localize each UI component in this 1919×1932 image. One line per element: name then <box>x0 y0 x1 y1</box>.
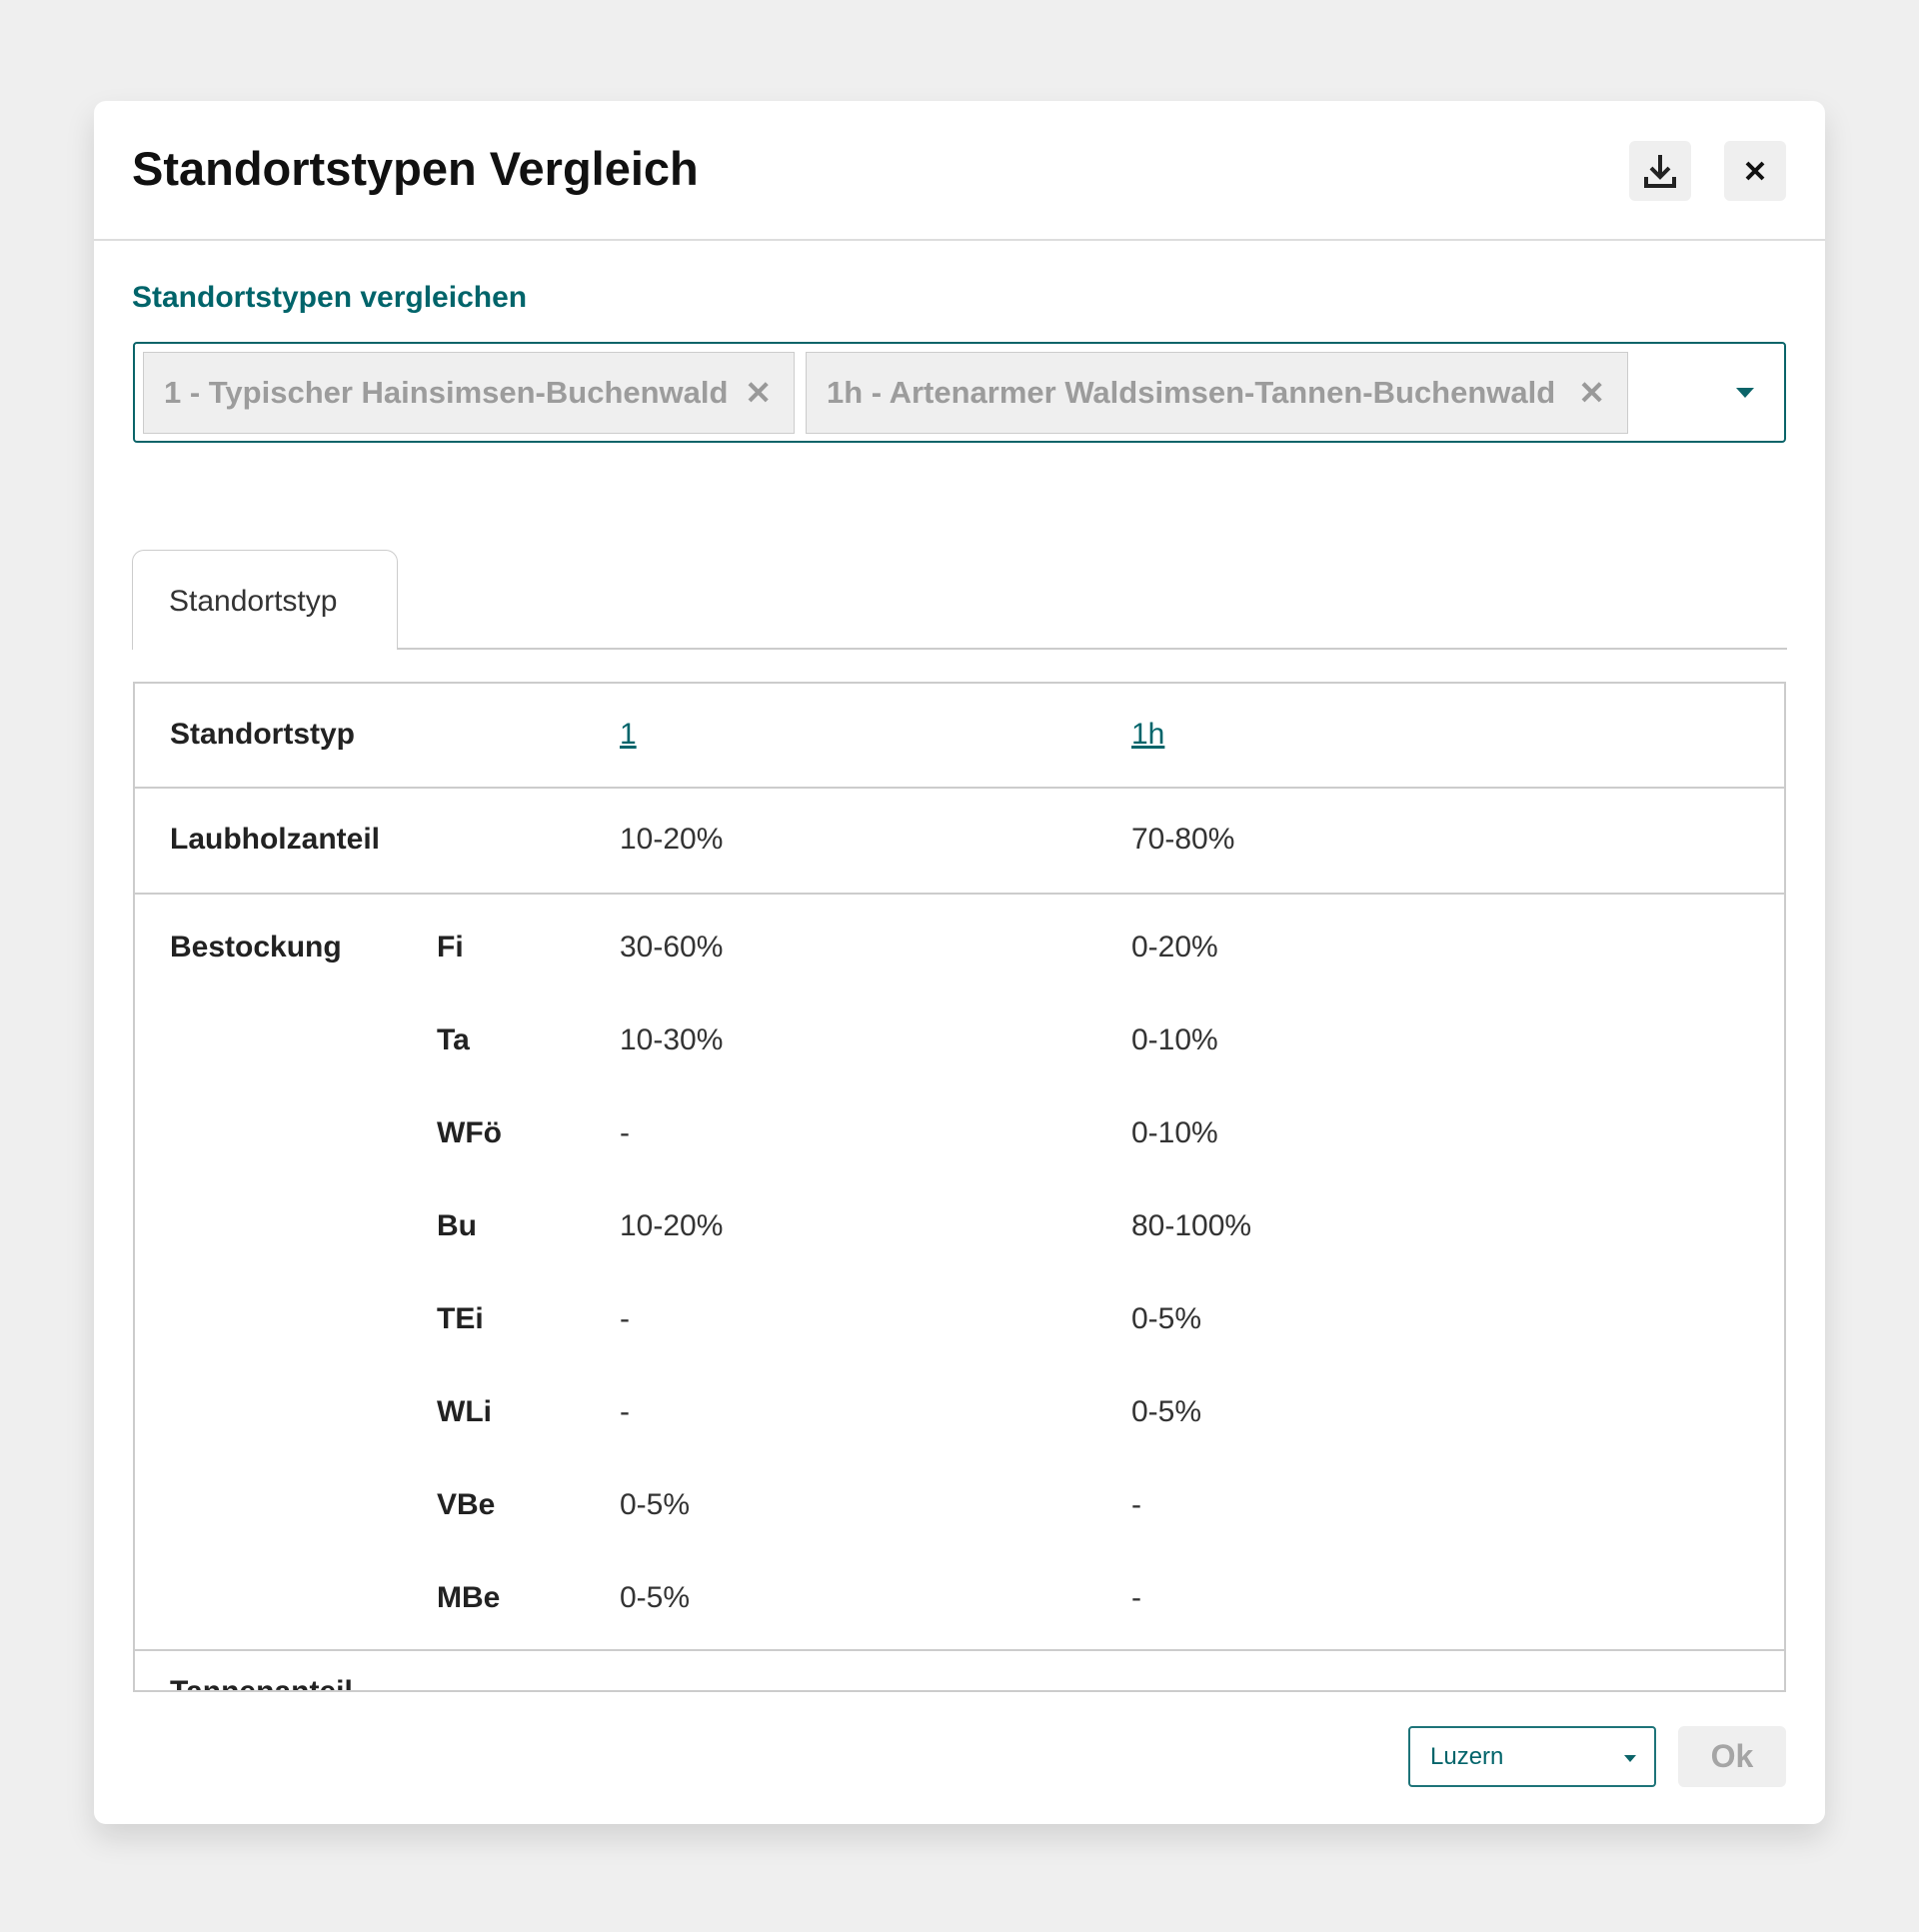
value-cell: - <box>1131 1581 1141 1614</box>
selected-chip: 1 - Typischer Hainsimsen-Buchenwald ✕ <box>143 352 795 434</box>
row-label: Tannenanteil <box>170 1675 353 1692</box>
species-label: TEi <box>437 1302 484 1335</box>
value-cell: 30-60% <box>620 931 724 964</box>
remove-chip-icon[interactable]: ✕ <box>745 375 772 411</box>
standortstyp-multiselect[interactable]: 1 - Typischer Hainsimsen-Buchenwald ✕ 1h… <box>133 342 1786 443</box>
chip-label: 1 - Typischer Hainsimsen-Buchenwald <box>164 375 729 410</box>
value-cell: 0-5% <box>1131 1395 1202 1428</box>
species-label: WFö <box>437 1116 502 1149</box>
value-cell: 70-80% <box>1131 823 1235 856</box>
ok-button[interactable]: Ok <box>1678 1726 1786 1787</box>
remove-chip-icon[interactable]: ✕ <box>1578 375 1605 411</box>
dialog-title: Standortstypen Vergleich <box>132 142 699 195</box>
chevron-down-icon <box>1624 1755 1636 1762</box>
value-cell: 0-10% <box>1131 1023 1218 1056</box>
species-label: MBe <box>437 1581 501 1614</box>
value-cell: - <box>620 1395 630 1428</box>
species-label: VBe <box>437 1488 496 1521</box>
value-cell: 0-5% <box>620 1581 691 1614</box>
table-row: Standortstyp 1 1h <box>135 684 1784 789</box>
close-button[interactable] <box>1724 141 1786 201</box>
selected-chip: 1h - Artenarmer Waldsimsen-Tannen-Buchen… <box>806 352 1628 434</box>
comparison-table: Standortstyp 1 1h Laubholzanteil 10-20% … <box>133 682 1786 1692</box>
value-cell: 0-20% <box>1131 931 1218 964</box>
download-icon <box>1644 155 1676 188</box>
region-value: Luzern <box>1430 1743 1504 1770</box>
chevron-down-icon[interactable] <box>1736 388 1754 398</box>
header-divider <box>94 239 1825 241</box>
value-cell: 10-30% <box>620 1023 724 1056</box>
row-label: Bestockung <box>170 931 342 964</box>
tab-divider <box>398 648 1787 650</box>
value-cell: - <box>620 1302 630 1335</box>
region-select[interactable]: Luzern <box>1408 1726 1656 1787</box>
table-row: Tannenanteil <box>135 1651 1784 1692</box>
download-button[interactable] <box>1629 141 1691 201</box>
value-cell: 10-20% <box>620 823 724 856</box>
value-cell: 0-10% <box>1131 1116 1218 1149</box>
species-label: Bu <box>437 1209 477 1242</box>
value-cell: - <box>620 1116 630 1149</box>
compare-label: Standortstypen vergleichen <box>132 281 528 314</box>
close-icon <box>1745 161 1765 181</box>
tab-standortstyp[interactable]: Standortstyp <box>132 550 398 650</box>
chip-label: 1h - Artenarmer Waldsimsen-Tannen-Buchen… <box>827 375 1556 410</box>
row-label: Standortstyp <box>170 718 356 751</box>
species-label: Ta <box>437 1023 470 1056</box>
value-cell: 10-20% <box>620 1209 724 1242</box>
compare-dialog: Standortstypen Vergleich Standortstypen … <box>94 101 1825 1824</box>
value-cell: - <box>1131 1488 1141 1521</box>
value-cell: 80-100% <box>1131 1209 1252 1242</box>
species-label: WLi <box>437 1395 492 1428</box>
species-label: Fi <box>437 931 464 964</box>
standortstyp-link-1h[interactable]: 1h <box>1131 718 1165 751</box>
table-row: Bestockung Fi 30-60% 0-20% Ta 10-30% 0-10% WFö… <box>135 895 1784 1651</box>
value-cell: 0-5% <box>620 1488 691 1521</box>
standortstyp-link-1[interactable]: 1 <box>620 718 637 751</box>
value-cell: 0-5% <box>1131 1302 1202 1335</box>
row-label: Laubholzanteil <box>170 823 380 856</box>
table-row: Laubholzanteil 10-20% 70-80% <box>135 789 1784 895</box>
